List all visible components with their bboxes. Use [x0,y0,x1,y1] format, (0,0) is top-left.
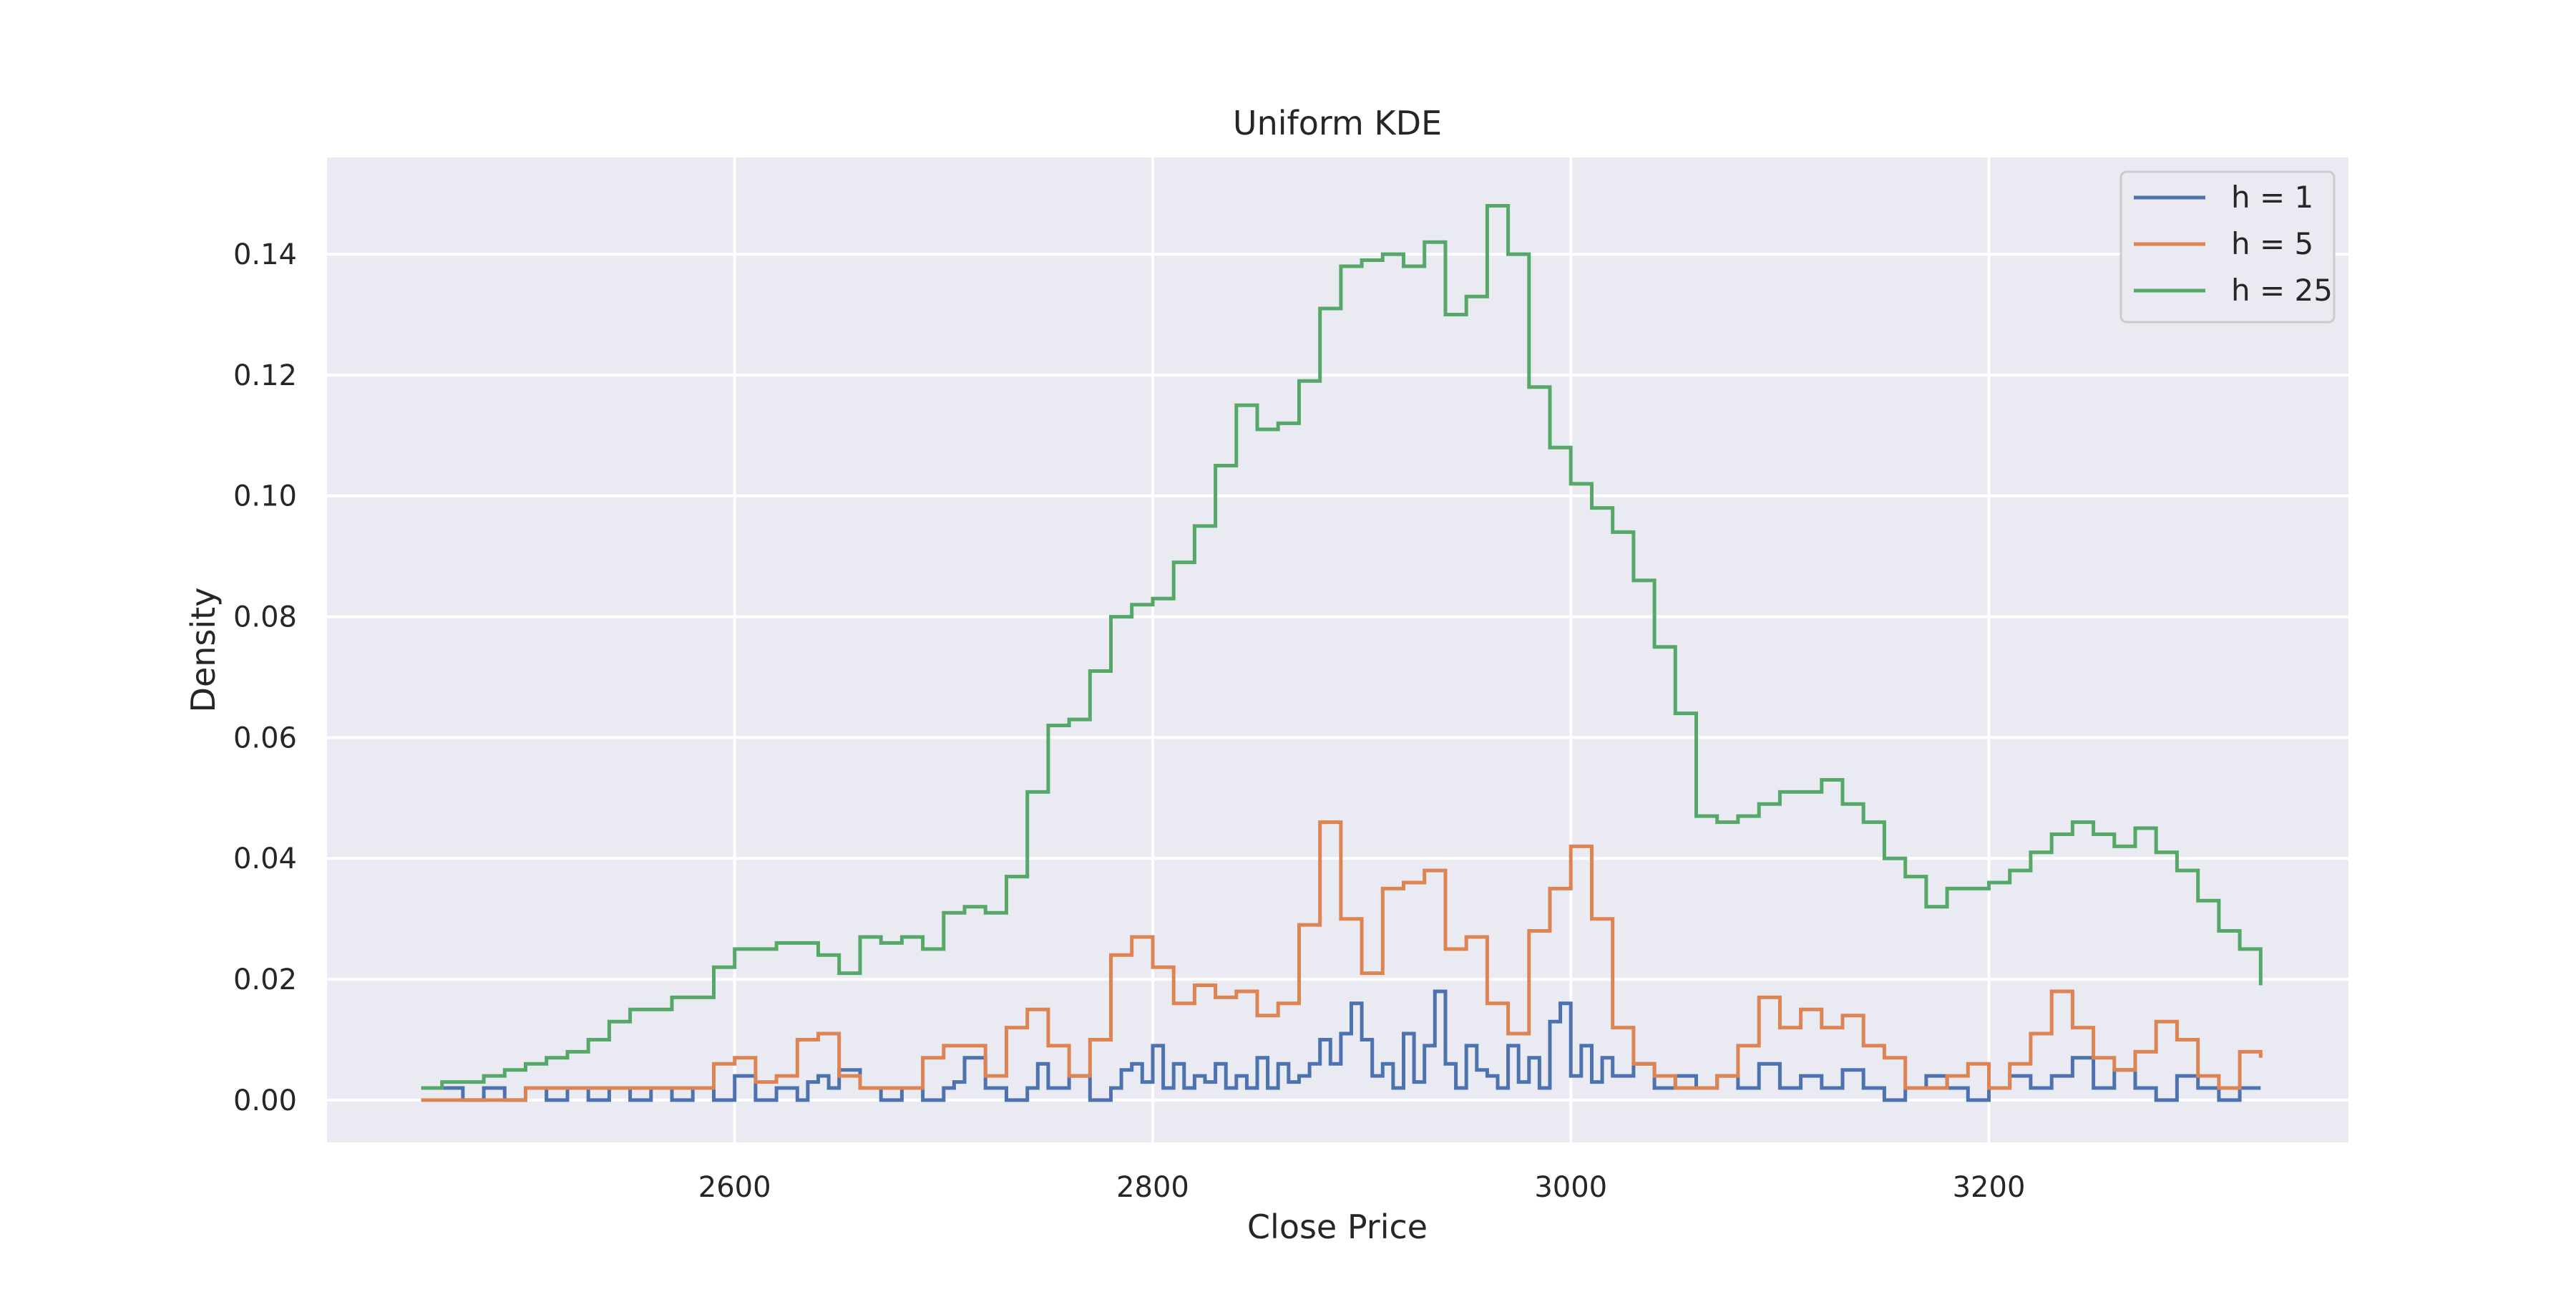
x-tick-label: 2800 [1116,1171,1189,1204]
grid-lines [327,157,2348,1142]
chart-title: Uniform KDE [1233,104,1442,142]
series-line-3 [421,204,2263,1090]
series-lines [421,204,2263,1102]
y-axis-title: Density [184,588,223,713]
x-axis-title: Close Price [1247,1208,1428,1246]
y-tick-label: 0.04 [233,842,297,875]
legend: h = 1 h = 5 h = 25 [2119,170,2336,324]
y-axis-ticks: 0.00 0.02 0.04 0.06 0.08 0.10 0.12 0.14 [233,238,297,1117]
series-line-2 [421,820,2263,1102]
series-line-1 [421,989,2261,1102]
legend-box [2119,170,2336,324]
y-tick-label: 0.14 [233,238,297,271]
x-axis-ticks: 2600 2800 3000 3200 [698,1171,2026,1204]
plot-background [327,157,2348,1142]
y-tick-label: 0.00 [233,1084,297,1117]
y-tick-label: 0.02 [233,963,297,996]
legend-label: h = 25 [2231,273,2333,308]
y-tick-label: 0.06 [233,722,297,754]
y-tick-label: 0.08 [233,601,297,634]
x-tick-label: 3200 [1953,1171,2026,1204]
y-tick-label: 0.10 [233,480,297,513]
legend-label: h = 5 [2231,226,2313,261]
y-tick-label: 0.12 [233,359,297,392]
x-tick-label: 2600 [698,1171,771,1204]
legend-label: h = 1 [2231,180,2313,215]
x-tick-label: 3000 [1534,1171,1607,1204]
